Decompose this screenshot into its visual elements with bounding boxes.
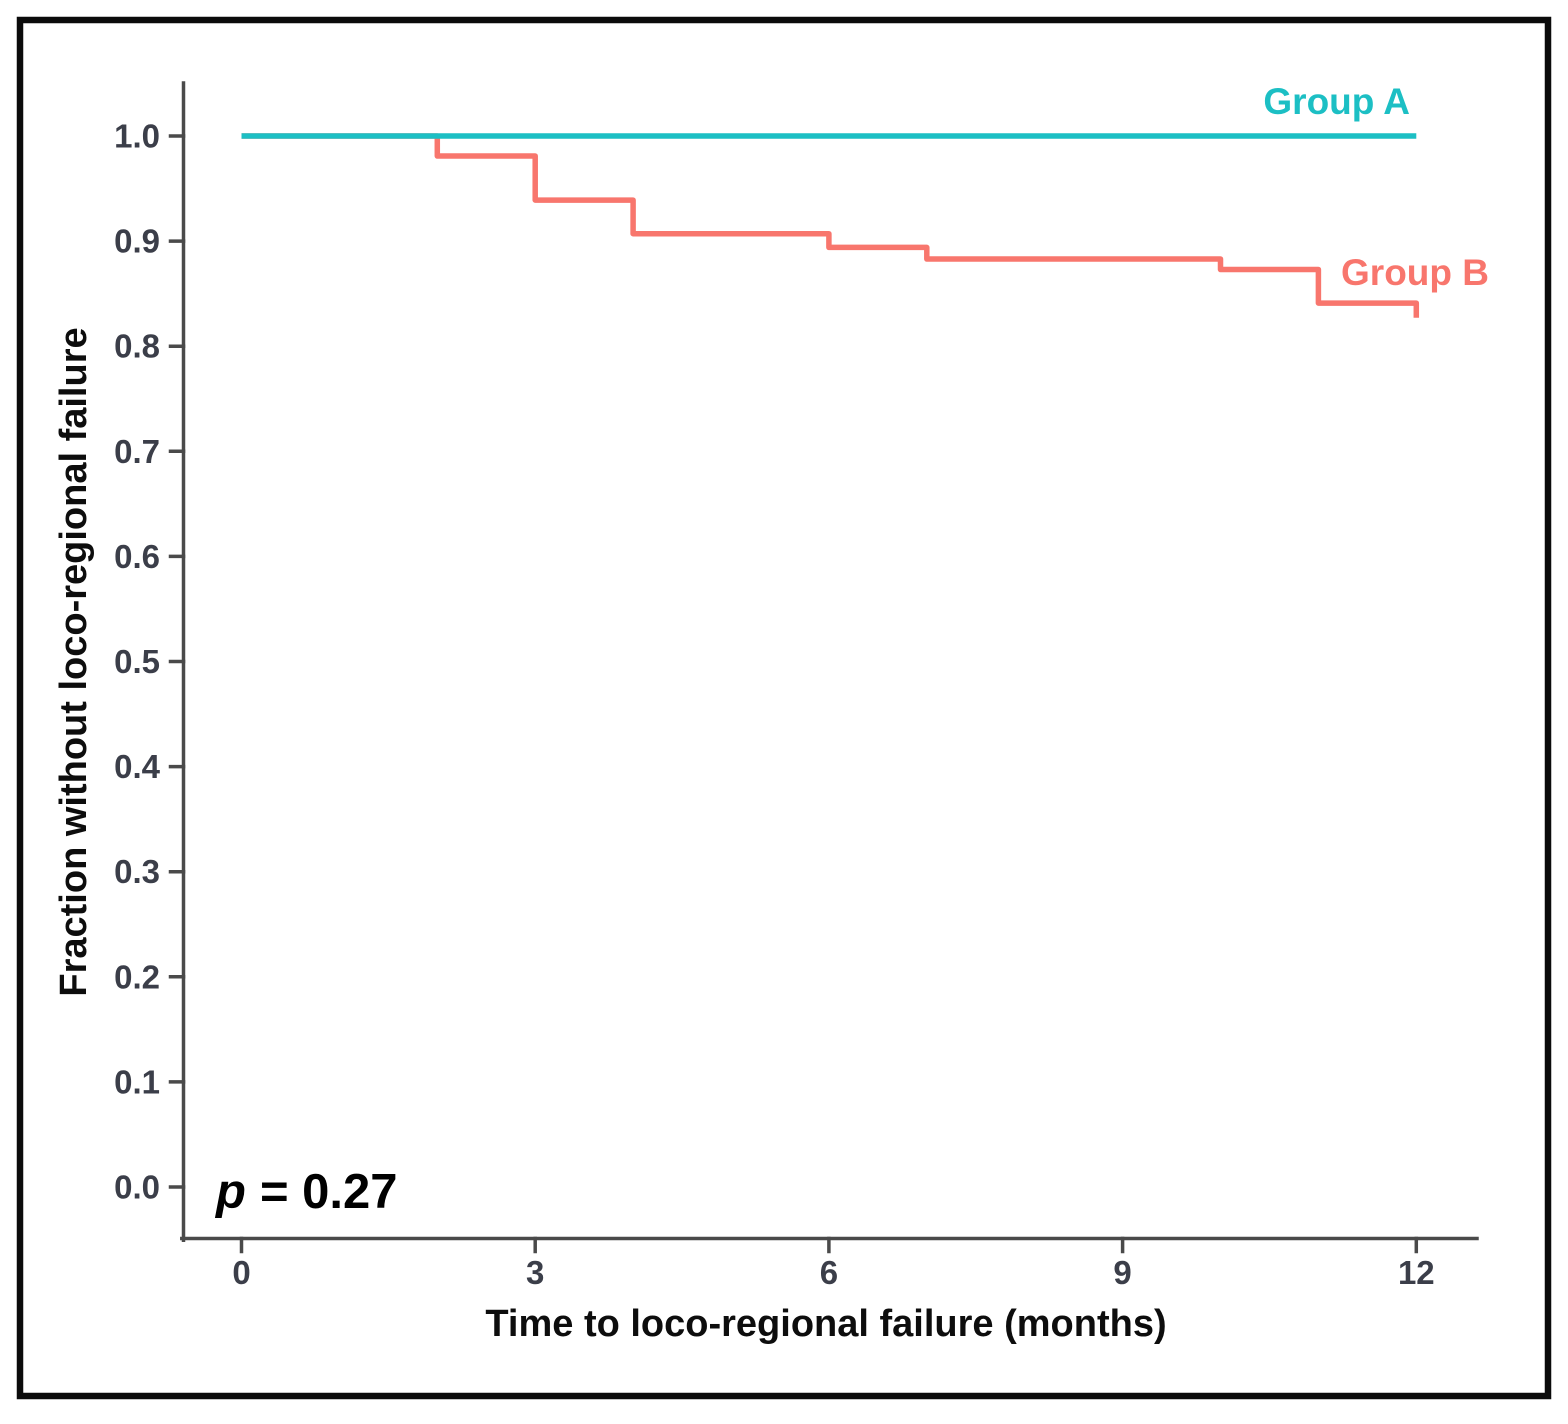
y-tick-label: 0.8 xyxy=(114,328,160,365)
series-line-group-b xyxy=(241,133,1420,318)
y-tick-label: 0.1 xyxy=(114,1063,160,1100)
axes-layer: 1.0 0.9 0.8 0.7 0.6 0.5 0.4 0.3 0.2 0.1 0.0 0 3 6 9 12 xyxy=(114,81,1479,1291)
x-tick-label: 6 xyxy=(820,1254,838,1291)
y-tick-label: 0.4 xyxy=(114,748,161,785)
y-tick-label: 0.2 xyxy=(114,958,160,995)
x-tick-label: 3 xyxy=(526,1254,544,1291)
y-tick-label: 0.6 xyxy=(114,538,160,575)
series-label-group-a: Group A xyxy=(1263,81,1410,122)
y-tick-label: 0.3 xyxy=(114,853,160,890)
y-tick-label: 0.9 xyxy=(114,223,160,260)
y-tick-label: 0.7 xyxy=(114,433,160,470)
series-label-group-b: Group B xyxy=(1341,252,1489,293)
y-tick-label: 0.0 xyxy=(114,1169,160,1206)
y-axis-title: Fraction without loco-regional failure xyxy=(53,327,95,996)
x-tick-label: 12 xyxy=(1398,1254,1435,1291)
x-axis-title: Time to loco-regional failure (months) xyxy=(485,1303,1166,1345)
series-layer xyxy=(241,133,1420,318)
x-tick-label: 9 xyxy=(1113,1254,1131,1291)
p-value-annotation: p = 0.27 xyxy=(214,1165,398,1219)
y-tick-label: 0.5 xyxy=(114,643,160,680)
p-value-symbol: p xyxy=(214,1165,246,1219)
figure-border xyxy=(16,16,1552,1400)
x-tick-label: 0 xyxy=(232,1254,250,1291)
p-value-number: = 0.27 xyxy=(260,1165,398,1219)
y-tick-label: 1.0 xyxy=(114,118,160,155)
